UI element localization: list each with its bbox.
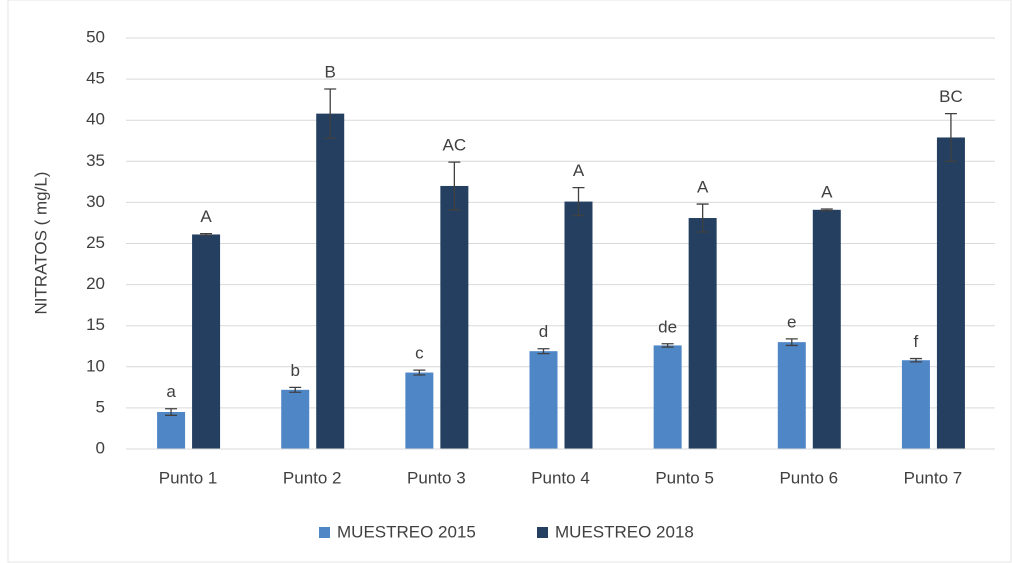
annotation: AC [443,136,467,155]
bar [316,113,345,450]
bar [405,372,434,449]
bar [440,185,469,449]
bar [901,360,930,449]
annotation: B [325,62,336,81]
bar [936,137,965,449]
y-tick-label: 20 [86,274,105,293]
error-bar [200,232,213,236]
error-bar [820,208,833,212]
error-bar [572,186,585,217]
y-tick-label: 5 [96,397,105,416]
error-bar [661,343,674,348]
error-bar [324,88,337,139]
error-bar [785,338,798,347]
annotation: c [415,344,424,363]
bar [812,209,841,449]
error-bar [165,408,178,416]
legend-swatch [319,527,330,538]
annotation: A [573,161,585,180]
annotation: A [200,207,212,226]
annotation: a [166,382,176,401]
x-tick-label: Punto 7 [904,468,963,487]
error-bar [448,161,461,211]
y-tick-label: 10 [86,356,105,375]
y-tick-label: 0 [96,438,105,457]
y-tick-label: 40 [86,110,105,129]
x-tick-label: Punto 3 [407,468,466,487]
annotation: d [539,322,548,341]
y-tick-label: 25 [86,233,105,252]
annotation: A [697,178,709,197]
bar [688,218,717,449]
error-bar [944,112,957,162]
y-tick-label: 15 [86,315,105,334]
x-tick-label: Punto 5 [655,468,714,487]
y-tick-label: 45 [86,69,105,88]
legend-swatch [537,527,548,538]
annotation: BC [939,87,963,106]
chart-frame [7,0,1012,563]
x-tick-label: Punto 6 [779,468,838,487]
annotation: e [787,312,796,331]
y-tick-label: 35 [86,151,105,170]
error-bar [289,386,302,393]
annotation: de [658,317,677,336]
bar [192,234,221,449]
error-bar [537,348,550,355]
error-bar [413,369,426,376]
annotation: A [821,182,833,201]
bar [157,412,186,449]
bar [281,389,310,449]
annotation: b [290,361,299,380]
bar [529,351,558,449]
y-tick-label: 30 [86,192,105,211]
bar [564,201,593,449]
x-tick-label: Punto 2 [283,468,342,487]
legend-label: MUESTREO 2018 [555,522,694,541]
error-bar [909,357,922,363]
bar [653,345,682,449]
x-tick-label: Punto 1 [159,468,218,487]
legend-label: MUESTREO 2015 [337,522,476,541]
annotation: f [914,332,919,351]
y-axis-label: NITRATOS ( mg/L) [31,172,50,315]
y-tick-label: 50 [86,27,105,46]
error-bar [696,203,709,233]
x-tick-label: Punto 4 [531,468,590,487]
bar [777,342,806,449]
